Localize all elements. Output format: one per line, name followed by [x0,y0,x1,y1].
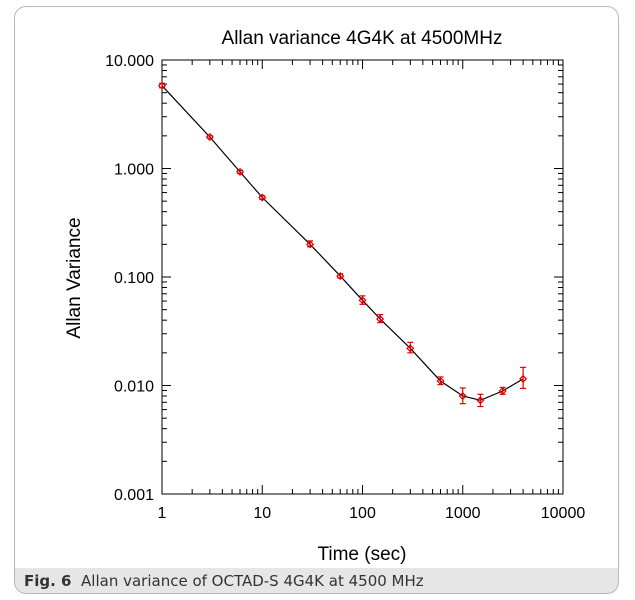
x-tick-label: 10 [253,505,271,522]
figure-panel [14,6,619,593]
data-point [205,132,214,142]
data-point [376,314,385,324]
axis-ticks [161,60,563,495]
data-point [336,272,345,281]
data-point [157,81,167,90]
x-tick-label: 1000 [445,505,481,522]
figure-label: Fig. 6 [24,572,72,590]
series-line [161,85,524,401]
data-point [358,296,367,305]
series-line-group [161,85,524,401]
caption-text: Allan variance of OCTAD-S 4G4K at 4500 M… [81,572,424,590]
caption-bar [14,568,619,594]
y-tick-label: 10.000 [105,53,154,70]
y-tick-label: 1.000 [114,162,154,179]
data-point [498,386,507,396]
chart-title: Allan variance 4G4K at 4500MHz [222,28,503,49]
x-tick-label: 10000 [541,505,586,522]
x-axis-label: Time (sec) [317,544,406,565]
data-point [519,374,528,383]
data-point [406,344,415,353]
x-tick-label: 100 [349,505,376,522]
data-point [458,391,467,401]
x-tick-label: 1 [158,505,167,522]
data-point [306,240,315,249]
y-tick-label: 0.001 [114,487,154,504]
error-bars [159,82,527,408]
tick-labels: 1 10 100 1000 10000 10.000 1.000 0.100 0.010 0.00… [105,53,585,522]
figure-caption: Fig. 6 Allan variance of OCTAD-S 4G4K at… [24,569,424,593]
data-point [436,376,445,386]
plot-frame [161,59,564,495]
data-point [258,193,267,202]
y-axis-label: Allan Variance [64,217,85,338]
data-point [476,396,485,405]
data-point [235,167,245,176]
y-tick-label: 0.100 [114,270,154,287]
y-tick-label: 0.010 [114,379,154,396]
data-markers [157,81,528,405]
